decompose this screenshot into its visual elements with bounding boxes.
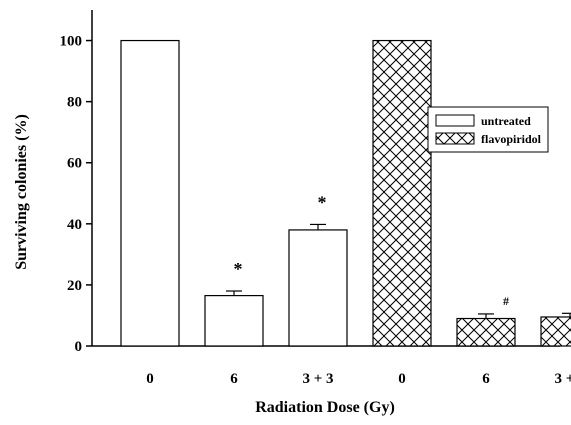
bar-untreated bbox=[288, 229, 348, 347]
bar-annotation: * bbox=[318, 192, 327, 212]
bar-annotation: * bbox=[234, 259, 243, 279]
x-tick-labels: 0 6 3 + 3 0 6 3 + 3 bbox=[146, 371, 571, 387]
x-tick-label: 0 bbox=[398, 371, 406, 387]
bar-flavopiridol bbox=[540, 316, 571, 347]
y-tick-label: 60 bbox=[67, 156, 82, 172]
bar-flavopiridol bbox=[456, 317, 516, 347]
bar-flavopiridol bbox=[372, 39, 432, 347]
legend-label-untreated: untreated bbox=[481, 114, 531, 128]
x-tick-label: 3 + 3 bbox=[302, 371, 333, 387]
x-tick-label: 6 bbox=[482, 371, 490, 387]
legend-label-flavopiridol: flavopiridol bbox=[481, 132, 542, 146]
y-tick-label: 20 bbox=[67, 278, 82, 294]
bars: **## bbox=[120, 39, 571, 347]
legend-swatch-flavopiridol bbox=[435, 132, 475, 145]
y-tick-label: 100 bbox=[60, 34, 83, 50]
y-axis-title: Surviving colonies (%) bbox=[13, 114, 30, 270]
legend-swatch-untreated bbox=[435, 114, 475, 127]
y-ticks: 0 20 40 60 80 100 bbox=[60, 34, 92, 355]
y-tick-label: 40 bbox=[67, 217, 82, 233]
bar-untreated bbox=[120, 39, 180, 347]
x-axis-title: Radiation Dose (Gy) bbox=[255, 399, 395, 416]
x-tick-label: 3 + 3 bbox=[554, 371, 571, 387]
x-tick-label: 0 bbox=[146, 371, 154, 387]
legend: untreated flavopiridol bbox=[427, 106, 549, 153]
bar-untreated bbox=[204, 295, 264, 347]
y-tick-label: 0 bbox=[75, 339, 83, 355]
x-tick-label: 6 bbox=[230, 371, 238, 387]
y-tick-label: 80 bbox=[67, 95, 82, 111]
bar-annotation: # bbox=[503, 294, 509, 308]
